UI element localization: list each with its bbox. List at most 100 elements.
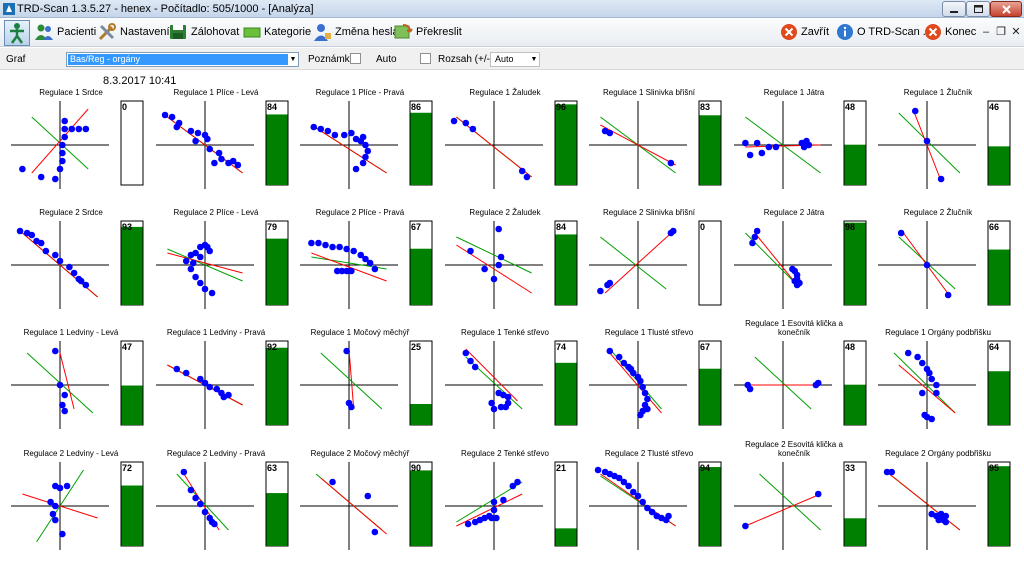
data-point [914,353,921,361]
data-point [758,149,766,157]
chart-title: Regulace 2 Esovitá klička a [745,440,843,449]
zmena-hesla-button[interactable]: Změna hesla [312,21,399,43]
data-point [56,257,64,265]
level-bar-fill [988,371,1010,425]
data-point [502,403,510,411]
data-point [371,265,379,273]
level-value: 96 [556,102,566,112]
data-point [933,381,940,389]
minimize-button[interactable] [942,1,966,17]
trend-line-green [745,116,821,174]
category-icon [243,27,261,38]
data-point [625,482,632,490]
data-point [634,492,642,500]
data-point [904,349,912,357]
level-value: 0 [700,222,705,232]
data-point [37,239,45,247]
data-point [746,385,754,393]
level-bar-fill [121,485,143,546]
data-point [61,133,68,141]
level-bar-fill [555,528,577,546]
data-point [919,389,926,397]
data-point [52,502,59,510]
nastaveni-button[interactable]: Nastavení [97,21,170,43]
trend-line-red [889,473,961,531]
data-point [56,165,64,173]
level-bar-fill [266,493,288,546]
filter-bar: Graf Bas/Reg - orgány ▼ Poznámka Auto Ro… [0,48,1024,70]
rozsah-dropdown[interactable]: Auto ▼ [490,52,540,67]
data-point [793,281,801,289]
chart-title: Regulace 2 Srdce [39,208,103,217]
chart-title: Regulace 1 Tenké střevo [461,328,549,337]
data-point [56,381,64,389]
level-value: 64 [989,342,999,352]
data-point [47,498,54,506]
zavrit-button[interactable]: Zavřít [780,21,829,43]
data-point [204,243,211,251]
mdi-minimize-icon[interactable]: – [982,26,990,38]
data-point [61,125,68,133]
window-title: TRD-Scan 1.3.5.27 - henex - Počítadlo: 5… [17,3,314,15]
data-point [331,131,339,139]
trend-line-green [167,248,243,282]
data-point [615,353,623,361]
konec-button[interactable]: Konec [924,21,976,43]
level-bar-fill [844,518,866,546]
data-point [197,253,204,261]
poznamka-checkbox[interactable] [350,53,361,64]
data-point [637,411,644,419]
data-point [467,247,474,255]
data-point [937,510,945,518]
data-point [201,379,209,387]
data-point [753,227,761,235]
data-point [61,117,68,125]
data-point [462,349,470,357]
trend-line-red [600,124,676,166]
data-point [63,482,71,490]
data-point [225,391,232,399]
data-point [82,125,90,133]
mdi-close-icon[interactable]: ✕ [1011,26,1021,38]
data-point [182,257,190,265]
backup-icon [170,25,186,39]
data-point [923,137,931,145]
maximize-button[interactable] [966,1,990,17]
data-point [310,123,318,131]
chart-title: Regulace 1 Plíce - Levá [174,88,259,97]
data-point [173,365,181,373]
level-bar-fill [988,249,1010,305]
graf-dropdown[interactable]: Bas/Reg - orgány ▼ [66,52,299,67]
data-point [213,385,221,393]
data-point [352,165,360,173]
zalohovat-button[interactable]: Zálohovat [168,21,239,43]
pacienti-button[interactable]: Pacienti [34,21,96,43]
home-button[interactable] [4,20,30,46]
level-value: 0 [122,102,127,112]
prekreslit-button[interactable]: Překreslit [393,21,462,43]
data-point [497,253,505,261]
data-point [921,411,928,419]
level-bar-fill [555,104,577,185]
level-value: 67 [411,222,421,232]
data-point [471,518,479,526]
data-point [751,233,759,241]
data-point [61,407,68,415]
trend-line-red [59,352,75,410]
chart-title: Regulace 1 Žaludek [469,88,541,97]
graf-dropdown-value: Bas/Reg - orgány [68,54,288,65]
kategorie-button[interactable]: Kategorie [243,21,311,43]
data-point [68,125,76,133]
data-point [514,478,521,486]
data-point [59,141,66,149]
data-point [206,145,213,153]
nastaveni-label: Nastavení [120,26,170,38]
trend-line-red [320,477,387,535]
level-bar-fill [988,466,1010,546]
window-close-button[interactable] [990,1,1022,17]
rozsah-checkbox[interactable] [420,53,431,64]
data-point [620,478,628,486]
about-button[interactable]: O TRD-Scan ... [836,21,932,43]
mdi-restore-icon[interactable]: ❐ [996,26,1006,38]
data-point [52,347,59,355]
